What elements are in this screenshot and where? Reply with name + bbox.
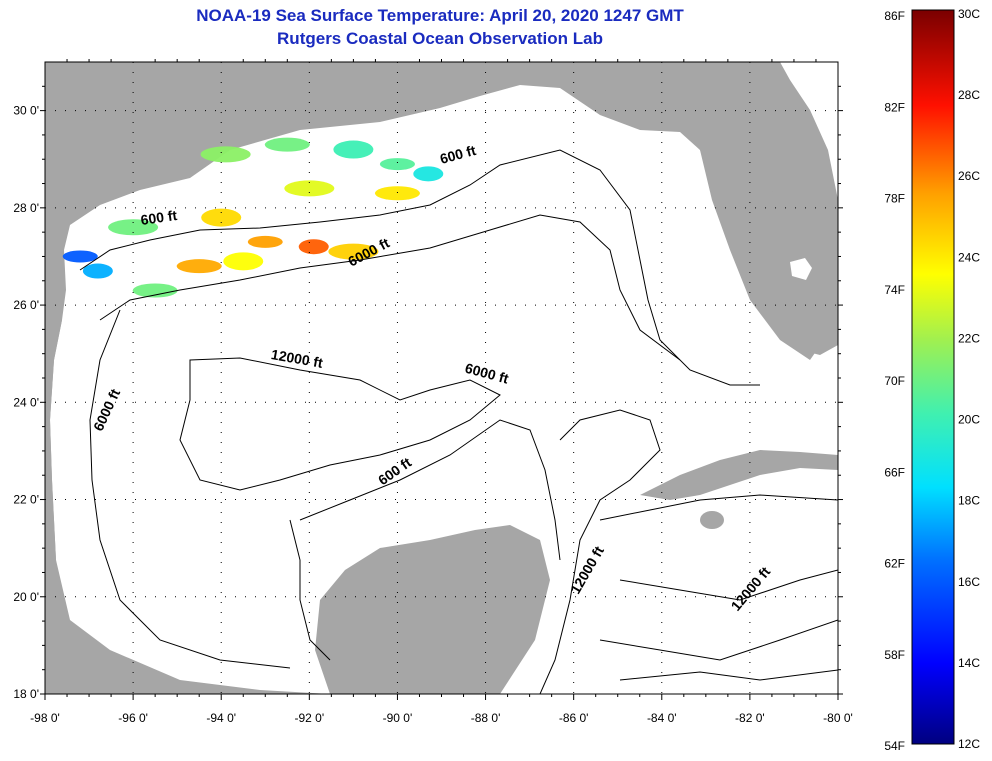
- sst-patch: [379, 158, 415, 171]
- cuba-land: [640, 450, 838, 500]
- contour-12000ft-basin: [179, 357, 501, 491]
- lat-tick-label: 26 0': [13, 298, 39, 312]
- sst-patch: [413, 166, 444, 182]
- sst-patch: [62, 250, 98, 263]
- contour-channel: [539, 409, 661, 694]
- contour-6000ft-west: [89, 309, 291, 669]
- sst-patch: [284, 180, 335, 197]
- sst-patch: [200, 146, 251, 163]
- colorbar-c-label: 18C: [958, 494, 980, 508]
- sst-patch: [328, 243, 379, 260]
- cloud-gap: [790, 258, 812, 280]
- sst-patch: [82, 263, 113, 279]
- colorbar-c-label: 28C: [958, 88, 980, 102]
- lon-tick-label: -94 0': [206, 711, 236, 725]
- sst-patch: [176, 259, 222, 274]
- lat-tick-label: 30 0': [13, 104, 39, 118]
- contour-caribbean-2: [619, 569, 838, 601]
- colorbar: [911, 9, 955, 745]
- colorbar-f-label: 70F: [884, 374, 905, 388]
- axis-ticks: -98 0' -96 0' -94 0' -92 0' -90 0' -88 0' -86 …: [13, 59, 853, 725]
- lon-tick-label: -84 0': [647, 711, 677, 725]
- colorbar-labels: 86F 82F 78F 74F 70F 66F 62F 58F 54F 30C 28C 26C 24C 2…: [884, 7, 980, 753]
- colorbar-f-label: 54F: [884, 739, 905, 753]
- lon-tick-label: -86 0': [559, 711, 589, 725]
- atlantic-ocean: [780, 62, 838, 200]
- colorbar-f-label: 82F: [884, 100, 905, 114]
- lon-tick-label: -92 0': [295, 711, 325, 725]
- lat-tick-label: 28 0': [13, 201, 39, 215]
- lat-tick-label: 18 0': [13, 687, 39, 701]
- lon-tick-label: -80 0': [823, 711, 853, 725]
- colorbar-f-label: 66F: [884, 465, 905, 479]
- lon-tick-label: -96 0': [118, 711, 148, 725]
- contour-label: 600 ft: [140, 207, 179, 228]
- lat-tick-label: 20 0': [13, 590, 39, 604]
- contour-caribbean-1: [599, 494, 838, 521]
- colorbar-f-label: 62F: [884, 557, 905, 571]
- colorbar-c-label: 14C: [958, 656, 980, 670]
- isla-land: [700, 511, 724, 529]
- colorbar-c-label: 30C: [958, 7, 980, 21]
- sst-patch: [333, 140, 374, 159]
- colorbar-f-label: 74F: [884, 283, 905, 297]
- sst-patch: [223, 252, 264, 271]
- yucatan-land: [315, 525, 550, 694]
- graticule: [45, 62, 838, 694]
- lat-tick-label: 24 0': [13, 395, 39, 409]
- colorbar-c-label: 26C: [958, 169, 980, 183]
- lat-tick-label: 22 0': [13, 493, 39, 507]
- map-subtitle: Rutgers Coastal Ocean Observation Lab: [277, 29, 603, 48]
- sst-patch: [298, 239, 329, 255]
- gulf-ocean: [50, 85, 838, 694]
- map-title: NOAA-19 Sea Surface Temperature: April 2…: [196, 6, 684, 25]
- sst-patch: [374, 186, 420, 201]
- sst-patch: [132, 283, 178, 298]
- sst-layer: [62, 137, 444, 298]
- lon-tick-label: -90 0': [383, 711, 413, 725]
- contour-6000ft-north: [99, 214, 681, 361]
- colorbar-f-label: 86F: [884, 9, 905, 23]
- lon-tick-label: -82 0': [735, 711, 765, 725]
- colorbar-c-label: 20C: [958, 413, 980, 427]
- contour-caribbean-4: [619, 669, 838, 681]
- sst-patch: [264, 137, 310, 152]
- colorbar-c-label: 22C: [958, 331, 980, 345]
- colorbar-f-label: 58F: [884, 648, 905, 662]
- contour-600ft-north: [79, 149, 760, 386]
- contour-600ft-yucatan: [289, 419, 561, 661]
- colorbar-c-label: 16C: [958, 575, 980, 589]
- mexico-land: [45, 300, 330, 694]
- colorbar-c-label: 24C: [958, 250, 980, 264]
- colorbar-f-label: 78F: [884, 192, 905, 206]
- contour-caribbean-3: [599, 619, 838, 661]
- bathymetry-contours: [79, 149, 838, 694]
- lon-tick-label: -98 0': [30, 711, 60, 725]
- colorbar-c-label: 12C: [958, 737, 980, 751]
- sst-patch: [201, 208, 242, 227]
- lon-tick-label: -88 0': [471, 711, 501, 725]
- sst-patch: [108, 219, 159, 236]
- sst-patch: [247, 235, 283, 248]
- florida-land: [690, 130, 838, 355]
